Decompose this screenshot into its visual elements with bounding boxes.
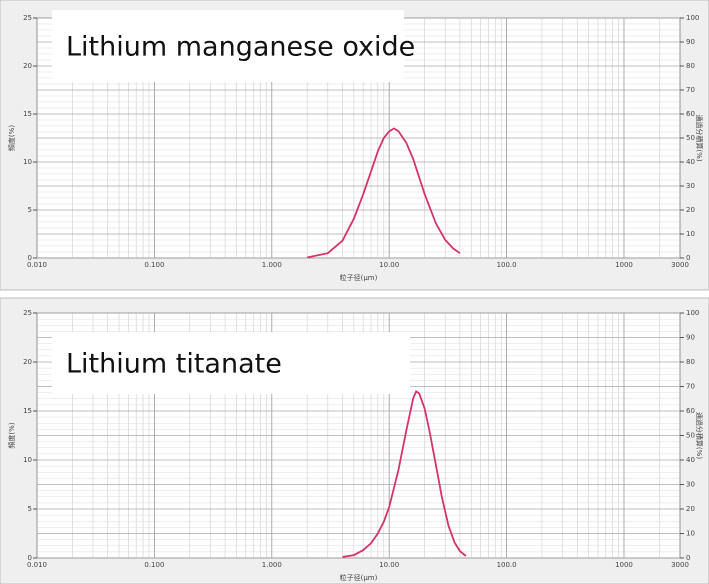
title-box <box>52 10 404 82</box>
y-tick-label: 25 <box>23 14 32 22</box>
y-tick-label: 5 <box>28 206 32 214</box>
y2-tick-label: 50 <box>686 432 695 440</box>
chart-title: Lithium titanate <box>66 349 282 380</box>
y2-tick-label: 30 <box>686 481 695 489</box>
y-tick-label: 10 <box>23 456 32 464</box>
x-tick-label: 0.010 <box>27 261 47 269</box>
y2-tick-label: 80 <box>686 62 695 70</box>
y-tick-label: 0 <box>28 254 32 262</box>
y2-tick-label: 70 <box>686 86 695 94</box>
x-axis-label: 粒子径(μm) <box>340 573 378 582</box>
x-tick-label: 0.100 <box>144 561 164 569</box>
x-tick-label: 1000 <box>615 561 633 569</box>
line <box>342 390 467 558</box>
y2-tick-label: 70 <box>686 383 695 391</box>
y-axis-label: 頻度(%) <box>7 125 16 151</box>
y-tick-label: 25 <box>23 309 32 317</box>
y2-tick-label: 100 <box>686 309 699 317</box>
y2-tick-label: 10 <box>686 530 695 538</box>
y-tick-label: 5 <box>28 505 32 513</box>
y2-tick-label: 40 <box>686 158 695 166</box>
line <box>306 127 461 259</box>
y2-axis-label: 通過分積算(%) <box>695 114 704 161</box>
x-tick-label: 10.00 <box>379 561 399 569</box>
y-tick-label: 10 <box>23 158 32 166</box>
y-tick-label: 20 <box>23 358 32 366</box>
title-box <box>52 332 410 394</box>
y-tick-label: 15 <box>23 110 32 118</box>
y2-tick-label: 60 <box>686 407 695 415</box>
x-axis-label: 粒子径(μm) <box>340 273 378 282</box>
y2-tick-label: 0 <box>686 554 690 562</box>
y-tick-label: 15 <box>23 407 32 415</box>
chart-title: Lithium manganese oxide <box>66 32 415 63</box>
y2-tick-label: 90 <box>686 38 695 46</box>
x-tick-label: 1.000 <box>262 261 282 269</box>
x-tick-label: 0.100 <box>144 261 164 269</box>
y-tick-label: 0 <box>28 554 32 562</box>
y2-tick-label: 100 <box>686 14 699 22</box>
y-axis-label: 頻度(%) <box>7 422 16 448</box>
y2-tick-label: 90 <box>686 334 695 342</box>
y2-tick-label: 30 <box>686 182 695 190</box>
y2-tick-label: 50 <box>686 134 695 142</box>
y2-tick-label: 80 <box>686 358 695 366</box>
x-tick-label: 10.00 <box>379 261 399 269</box>
y-tick-label: 20 <box>23 62 32 70</box>
y2-tick-label: 20 <box>686 505 695 513</box>
x-tick-label: 1.000 <box>262 561 282 569</box>
y2-tick-label: 0 <box>686 254 690 262</box>
x-tick-label: 1000 <box>615 261 633 269</box>
y2-axis-label: 通過分積算(%) <box>695 412 704 459</box>
y2-tick-label: 20 <box>686 206 695 214</box>
x-tick-label: 0.010 <box>27 561 47 569</box>
x-tick-label: 3000 <box>671 261 689 269</box>
y2-tick-label: 10 <box>686 230 695 238</box>
y2-tick-label: 40 <box>686 456 695 464</box>
y2-tick-label: 60 <box>686 110 695 118</box>
x-tick-label: 3000 <box>671 561 689 569</box>
x-tick-label: 100.0 <box>497 261 517 269</box>
x-tick-label: 100.0 <box>497 561 517 569</box>
